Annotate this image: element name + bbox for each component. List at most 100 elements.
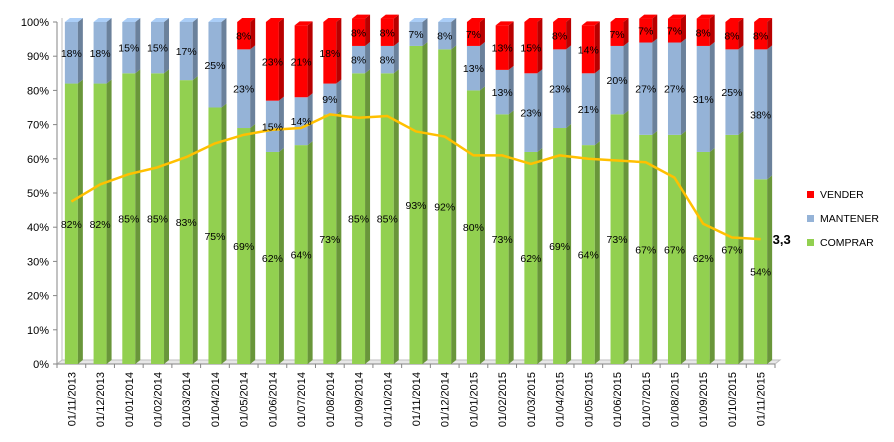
bar-side-comprar bbox=[767, 175, 773, 364]
bar-top bbox=[466, 18, 485, 22]
data-label-vender: 8% bbox=[552, 31, 567, 43]
y-tick-label: 20% bbox=[27, 291, 49, 303]
bar-vender bbox=[667, 18, 681, 43]
x-tick-label: 01/01/2015 bbox=[468, 372, 480, 427]
bar-side-mantener bbox=[594, 69, 600, 146]
bar-side-vender bbox=[479, 18, 485, 46]
bar-vender bbox=[639, 18, 653, 43]
data-label-vender: 8% bbox=[351, 27, 366, 39]
bar-comprar bbox=[696, 151, 710, 364]
data-label-comprar: 85% bbox=[118, 214, 139, 226]
data-label-comprar: 82% bbox=[61, 219, 82, 231]
data-label-mantener: 23% bbox=[549, 84, 570, 96]
bar-top bbox=[64, 18, 83, 22]
bar-side-mantener bbox=[566, 45, 572, 129]
bar-side-mantener bbox=[738, 45, 744, 135]
bar-comprar bbox=[438, 49, 452, 365]
data-label-mantener: 8% bbox=[437, 31, 452, 43]
data-label-mantener: 27% bbox=[635, 84, 656, 96]
bar-vender bbox=[237, 22, 251, 50]
bar-top bbox=[380, 14, 399, 19]
bar-side-vender bbox=[508, 21, 514, 70]
bar-top bbox=[581, 21, 600, 26]
bar-vender bbox=[754, 22, 768, 50]
data-label-comprar: 92% bbox=[434, 202, 455, 214]
x-tick-label: 01/11/2015 bbox=[756, 372, 768, 426]
data-label-vender: 7% bbox=[609, 29, 624, 41]
bar-side-mantener bbox=[106, 18, 112, 84]
bar-comprar bbox=[380, 73, 394, 365]
data-label-mantener: 13% bbox=[492, 87, 513, 99]
bar-side-vender bbox=[566, 18, 572, 50]
bar-side-mantener bbox=[77, 18, 83, 84]
data-label-vender: 18% bbox=[319, 48, 340, 60]
bar-mantener bbox=[667, 42, 681, 135]
bar-side-mantener bbox=[451, 18, 457, 50]
bar-side-vender bbox=[623, 18, 629, 46]
bar-side-mantener bbox=[365, 41, 371, 74]
bar-top bbox=[438, 18, 457, 22]
bar-side-vender bbox=[709, 14, 715, 46]
bar-side-mantener bbox=[307, 93, 313, 146]
bar-side-mantener bbox=[393, 41, 399, 74]
bar-side-vender bbox=[537, 18, 543, 74]
bar-vender bbox=[323, 22, 337, 84]
bar-comprar bbox=[323, 114, 337, 364]
bar-comprar bbox=[208, 107, 222, 364]
bar-mantener bbox=[265, 100, 279, 152]
bar-comprar bbox=[524, 151, 538, 364]
data-label-comprar: 93% bbox=[405, 200, 426, 212]
legend-entry-comprar: COMPRAR bbox=[820, 237, 874, 249]
data-label-comprar: 73% bbox=[319, 234, 340, 246]
bar-side-comprar bbox=[365, 69, 371, 365]
bar-side-comprar bbox=[422, 41, 428, 364]
bar-side-vender bbox=[594, 21, 600, 74]
data-label-comprar: 75% bbox=[204, 231, 225, 243]
bar-comprar bbox=[93, 83, 107, 364]
x-tick-label: 01/07/2014 bbox=[296, 372, 308, 427]
bar-side-mantener bbox=[623, 41, 629, 115]
bar-side-vender bbox=[278, 18, 284, 101]
y-tick-label: 10% bbox=[27, 325, 49, 337]
bar-mantener bbox=[179, 22, 193, 81]
bar-side-comprar bbox=[623, 110, 629, 364]
bar-side-mantener bbox=[221, 18, 227, 108]
bar-side-mantener bbox=[508, 65, 514, 115]
bar-side-comprar bbox=[566, 124, 572, 365]
bar-mantener bbox=[323, 83, 337, 115]
bar-top bbox=[495, 21, 514, 26]
bar-comprar bbox=[352, 73, 366, 365]
data-label-mantener: 38% bbox=[750, 109, 771, 121]
line-end-label: 3,3 bbox=[773, 232, 791, 247]
y-tick-label: 90% bbox=[27, 51, 49, 63]
data-label-comprar: 54% bbox=[750, 267, 771, 279]
data-label-mantener: 27% bbox=[664, 84, 685, 96]
x-tick-label: 01/02/2015 bbox=[497, 372, 509, 427]
bar-vender bbox=[725, 22, 739, 50]
bar-mantener bbox=[93, 22, 107, 84]
bar-side-comprar bbox=[709, 147, 715, 364]
data-label-mantener: 14% bbox=[291, 116, 312, 128]
bar-top bbox=[208, 18, 227, 22]
bar-comprar bbox=[64, 83, 78, 364]
bar-vender bbox=[610, 22, 624, 46]
x-tick-label: 01/10/2015 bbox=[727, 372, 739, 427]
bar-side-comprar bbox=[135, 69, 141, 365]
bar-side-comprar bbox=[164, 69, 170, 365]
x-tick-label: 01/06/2015 bbox=[612, 372, 624, 427]
bar-side-mantener bbox=[192, 18, 198, 81]
data-label-comprar: 64% bbox=[578, 250, 599, 262]
data-label-comprar: 67% bbox=[664, 244, 685, 256]
chart-data-labels: 82% 18% 82% 18% 85% 15% 85% 15% 83% 17% 75% 25% 69% 2… bbox=[61, 26, 771, 279]
bar-side-mantener bbox=[135, 18, 141, 74]
data-label-vender: 13% bbox=[492, 43, 513, 55]
line-series bbox=[70, 113, 761, 241]
bar-side-comprar bbox=[652, 130, 658, 364]
data-label-vender: 8% bbox=[236, 31, 251, 43]
bar-side-comprar bbox=[393, 69, 399, 365]
data-label-mantener: 13% bbox=[463, 63, 484, 75]
bar-vender bbox=[581, 25, 595, 74]
x-tick-label: 01/04/2015 bbox=[555, 372, 567, 427]
data-label-comprar: 64% bbox=[291, 250, 312, 262]
bar-top bbox=[151, 18, 170, 22]
